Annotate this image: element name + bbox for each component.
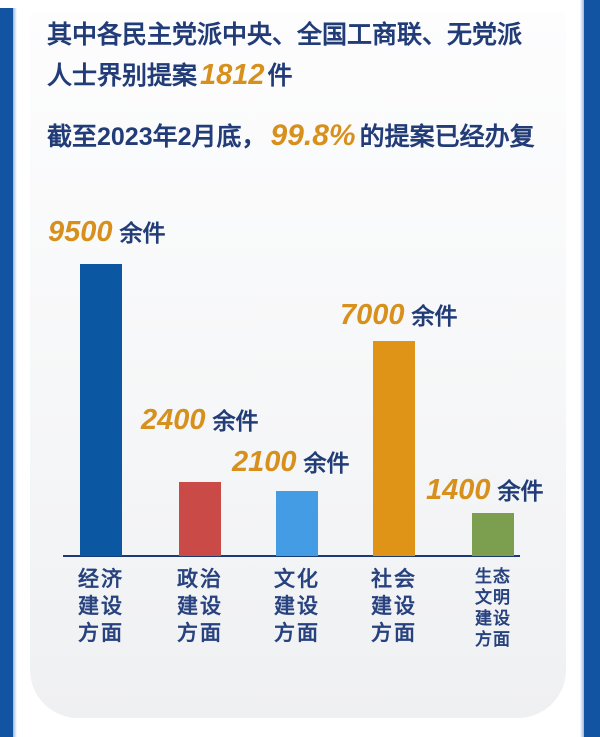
- category-label-ecological: 生态 文明 建设 方面: [475, 566, 511, 650]
- handled-percentage-value: 99.8%: [270, 119, 356, 152]
- category-label-line: 方面: [274, 622, 320, 645]
- category-label-political: 政治 建设 方面: [177, 566, 223, 647]
- category-label-line: 文明: [475, 588, 511, 607]
- proposal-count-value: 1812: [200, 59, 265, 91]
- category-label-line: 建设: [78, 595, 124, 618]
- category-label-line: 文化: [274, 568, 320, 591]
- headline-line3: 截至2023年2月底， 99.8% 的提案已经办复: [47, 119, 552, 154]
- value-suffix-social: 余件: [411, 303, 458, 329]
- bar-economic: [80, 264, 122, 556]
- headline-line2-suffix: 件: [267, 62, 293, 90]
- bar-cultural: [276, 491, 318, 556]
- bar-ecological: [472, 513, 514, 556]
- category-label-line: 建设: [274, 595, 320, 618]
- category-label-line: 经济: [78, 568, 124, 591]
- headline-line1: 其中各民主党派中央、全国工商联、无党派: [47, 21, 523, 49]
- headline-line2: 人士界别提案 1812 件: [47, 58, 552, 93]
- bar-political: [179, 482, 221, 556]
- left-border-fade: [13, 8, 17, 737]
- category-label-line: 方面: [371, 622, 417, 645]
- value-suffix-economic: 余件: [119, 220, 166, 246]
- category-label-line: 方面: [475, 630, 511, 649]
- category-label-line: 生态: [475, 567, 511, 586]
- headline-line3-suffix: 的提案已经办复: [359, 123, 535, 151]
- right-border-bar: [584, 0, 600, 737]
- category-label-line: 政治: [177, 568, 223, 591]
- value-suffix-cultural: 余件: [303, 450, 350, 476]
- value-number-economic: 9500: [48, 216, 113, 248]
- category-label-economic: 经济 建设 方面: [78, 566, 124, 647]
- category-label-line: 建设: [371, 595, 417, 618]
- category-label-line: 建设: [177, 595, 223, 618]
- left-border-bar: [0, 8, 13, 737]
- value-number-social: 7000: [340, 299, 405, 331]
- value-label-ecological: 1400 余件: [426, 472, 544, 507]
- category-label-line: 社会: [371, 568, 417, 591]
- headline-line3-prefix: 截至2023年2月底，: [47, 123, 267, 151]
- value-label-economic: 9500 余件: [48, 214, 166, 249]
- x-axis-line: [63, 555, 520, 557]
- value-number-cultural: 2100: [232, 446, 297, 478]
- value-suffix-ecological: 余件: [497, 478, 544, 504]
- value-number-political: 2400: [141, 404, 206, 436]
- category-label-line: 建设: [475, 609, 511, 628]
- category-label-line: 方面: [78, 622, 124, 645]
- category-label-line: 方面: [177, 622, 223, 645]
- value-label-social: 7000 余件: [340, 297, 458, 332]
- value-suffix-political: 余件: [212, 408, 259, 434]
- bar-social: [373, 341, 415, 556]
- headline-line2-prefix: 人士界别提案: [47, 62, 198, 90]
- right-border-fade: [580, 0, 584, 737]
- value-label-political: 2400 余件: [141, 402, 259, 437]
- category-label-cultural: 文化 建设 方面: [274, 566, 320, 647]
- category-label-social: 社会 建设 方面: [371, 566, 417, 647]
- headline-block: 其中各民主党派中央、全国工商联、无党派 人士界别提案 1812 件 截至2023年2…: [47, 20, 552, 154]
- value-number-ecological: 1400: [426, 474, 491, 506]
- value-label-cultural: 2100 余件: [232, 444, 350, 479]
